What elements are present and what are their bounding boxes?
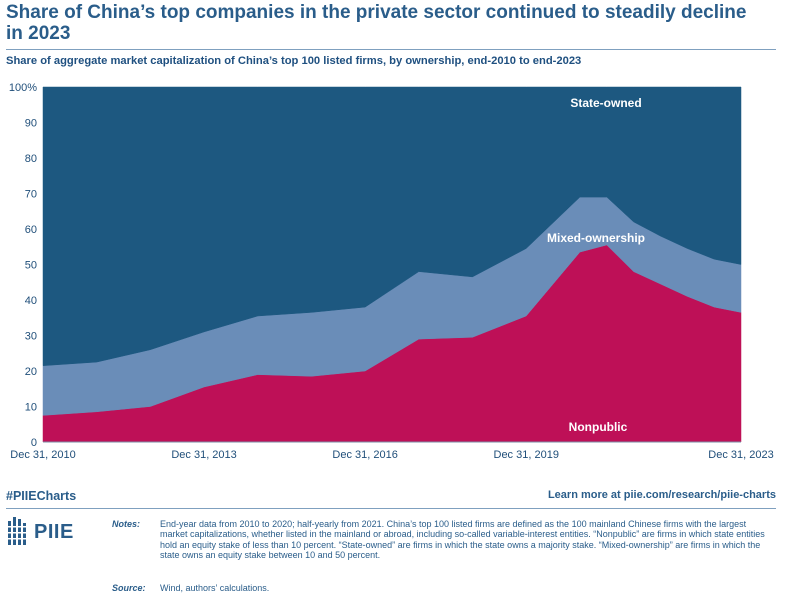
y-tick-label: 90 <box>25 118 37 130</box>
source-label: Source: <box>112 583 146 593</box>
stacked-area-chart: 0 10 20 30 40 50 60 70 80 90 100% Dec 31, 2010 Dec 3… <box>9 82 774 461</box>
y-tick-label: 50 <box>25 260 37 272</box>
chart-subtitle: Share of aggregate market capitalization… <box>6 55 582 67</box>
y-tick-label: 40 <box>25 295 37 307</box>
hashtag-label: #PIIECharts <box>6 489 77 503</box>
y-tick-label: 60 <box>25 224 37 236</box>
y-tick-label: 80 <box>25 153 37 165</box>
y-tick-label: 70 <box>25 189 37 201</box>
series-label: Mixed-ownership <box>547 231 645 245</box>
series-area-state-owned <box>42 86 742 366</box>
x-tick-label: Dec 31, 2013 <box>171 449 236 461</box>
series-label: State-owned <box>570 96 641 110</box>
title-divider <box>6 49 776 50</box>
x-tick-label: Dec 31, 2023 <box>708 449 773 461</box>
footer-divider <box>6 508 776 509</box>
piie-logo-icon <box>8 517 26 545</box>
x-tick-label: Dec 31, 2010 <box>10 449 75 461</box>
chart-title: Share of China’s top companies in the pr… <box>6 2 747 44</box>
source-text: Wind, authors’ calculations. <box>160 583 270 593</box>
logo-text: PIIE <box>34 520 74 543</box>
notes-label: Notes: <box>112 519 141 529</box>
notes-text: End-year data from 2010 to 2020; half-ye… <box>160 519 765 560</box>
y-tick-label: 20 <box>25 366 37 378</box>
x-tick-label: Dec 31, 2019 <box>494 449 559 461</box>
y-tick-label: 100% <box>9 82 37 94</box>
y-tick-label: 30 <box>25 331 37 343</box>
y-tick-label: 10 <box>25 402 37 414</box>
piie-logo: PIIE <box>8 517 74 547</box>
y-tick-label: 0 <box>31 437 37 449</box>
x-tick-label: Dec 31, 2016 <box>332 449 397 461</box>
series-label: Nonpublic <box>569 420 628 434</box>
learn-more-link[interactable]: Learn more at piie.com/research/piie-cha… <box>547 489 776 501</box>
